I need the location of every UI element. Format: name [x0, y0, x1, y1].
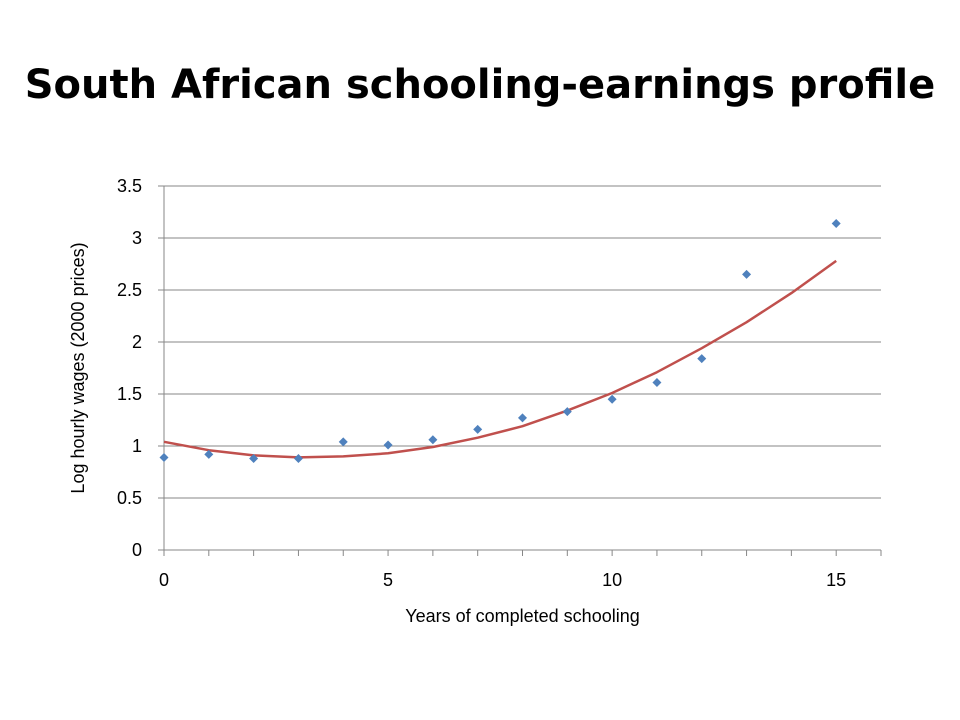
data-point	[249, 453, 259, 463]
gridlines	[164, 185, 881, 499]
x-tick-label: 0	[159, 570, 169, 590]
y-tick-label: 1.5	[117, 384, 142, 404]
data-point	[652, 378, 662, 388]
data-point	[562, 407, 572, 417]
fitted-curve-layer	[163, 259, 837, 459]
data-point	[607, 394, 617, 404]
y-tick-label: 0	[132, 540, 142, 560]
data-point	[293, 453, 303, 463]
y-axis-title: Log hourly wages (2000 prices)	[68, 242, 88, 493]
data-point	[742, 269, 752, 279]
data-point	[473, 424, 483, 434]
data-point	[518, 413, 527, 423]
data-point	[338, 437, 348, 447]
data-point	[428, 435, 438, 445]
slide-title: South African schooling-earnings profile	[24, 62, 936, 108]
y-tick-label: 2	[132, 332, 142, 352]
x-tick-label: 5	[383, 570, 393, 590]
fitted-curve	[163, 259, 837, 459]
x-tick-label: 15	[826, 570, 846, 590]
data-point	[159, 452, 169, 462]
data-point	[204, 449, 214, 459]
data-points-layer	[159, 218, 841, 463]
tick-labels-layer: 0 0.5 1 1.5 2 2.5 3 3.5 0 5 10 15	[117, 176, 846, 590]
data-point	[697, 354, 707, 364]
x-axis-title: Years of completed schooling	[405, 606, 639, 626]
axes	[158, 185, 882, 556]
y-tick-label: 3.5	[117, 176, 142, 196]
y-tick-label: 2.5	[117, 280, 142, 300]
y-tick-label: 3	[132, 228, 142, 248]
data-point	[831, 218, 841, 228]
y-tick-label: 0.5	[117, 488, 142, 508]
data-point	[383, 440, 393, 450]
y-tick-label: 1	[132, 436, 142, 456]
x-tick-label: 10	[602, 570, 622, 590]
